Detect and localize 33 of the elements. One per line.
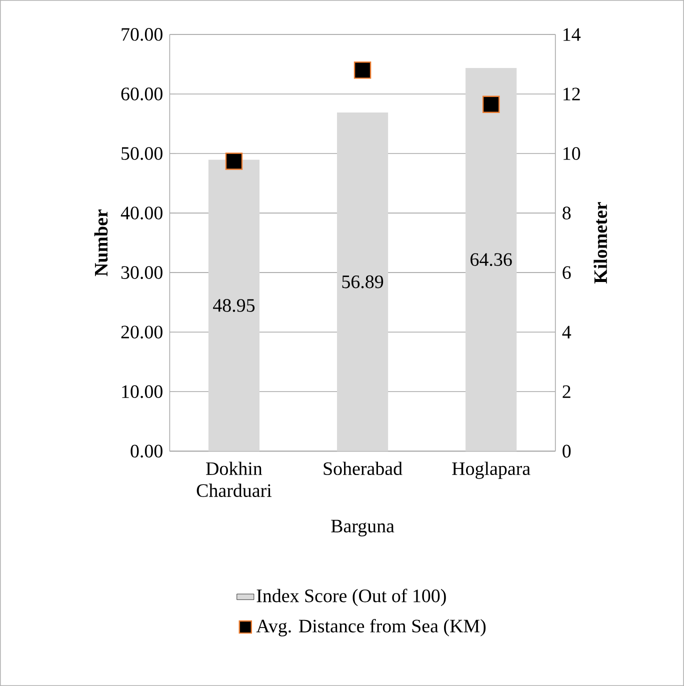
x-tick-label: Soherabad — [324, 462, 402, 476]
y-tick-label: 60.00 — [121, 88, 162, 100]
y-tick-label: 30.00 — [121, 266, 162, 280]
y-tick-label: 40.00 — [120, 206, 162, 220]
y-axis-title: Number — [94, 210, 108, 276]
y2-tick-label: 8 — [562, 206, 571, 220]
point — [225, 152, 243, 170]
y-tick-label: 50.00 — [122, 147, 162, 160]
data-label: 48.95 — [213, 299, 255, 312]
y2-tick-label: 14 — [564, 28, 581, 41]
bar — [208, 160, 260, 452]
bar — [336, 112, 388, 452]
y2-tick-label: 10 — [564, 147, 580, 160]
bar — [466, 68, 517, 452]
y2-tick-label: 0 — [562, 444, 571, 458]
point — [482, 96, 500, 114]
y-tick-label: 20.00 — [121, 326, 162, 339]
data-label: 64.36 — [470, 253, 512, 266]
y-tick-label: 10.00 — [122, 385, 162, 398]
data-label: 56.89 — [342, 275, 384, 288]
legend-label: Index Score (Out of 100) — [256, 588, 446, 606]
y2-tick-label: 6 — [562, 266, 571, 279]
legend-label: Avg. Distance from Sea (KM) — [256, 618, 486, 636]
y-tick-label: 70.00 — [122, 28, 162, 41]
x-tick-label: Hoglapara — [452, 462, 530, 479]
x-tick-label: Dokhin Charduari — [196, 462, 272, 498]
point — [354, 62, 372, 79]
y-tick-label: 0.00 — [130, 444, 162, 458]
y2-axis-title: Kilometer — [594, 202, 608, 284]
y2-tick-label: 4 — [562, 326, 572, 338]
x-axis-title: Barguna — [331, 520, 394, 536]
y2-tick-label: 12 — [564, 88, 580, 100]
y2-tick-label: 2 — [562, 385, 570, 398]
